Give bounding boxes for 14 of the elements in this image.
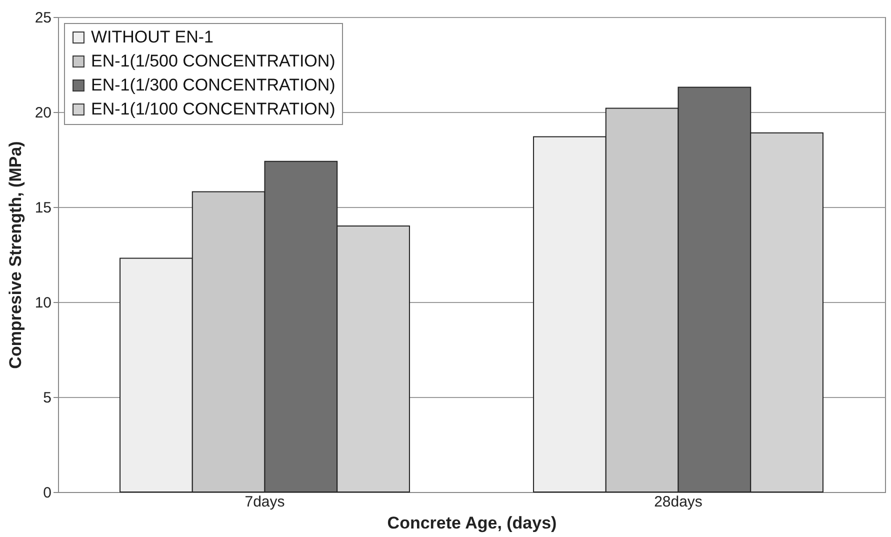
y-tick-label: 0 [43, 484, 52, 502]
x-tick-label: 7days [244, 494, 285, 510]
y-tick-label: 10 [34, 294, 52, 312]
y-axis-title: Compresive Strength, (MPa) [6, 141, 25, 369]
y-tick-label: 25 [34, 10, 52, 26]
y-tick-label: 20 [34, 104, 52, 122]
x-tick-label: 28days [654, 494, 702, 510]
y-tick-label: 5 [43, 390, 52, 406]
y-tick-label: 15 [34, 200, 52, 216]
legend-label: EN-1(1/100 CONCENTRATION) [91, 100, 336, 118]
legend-label: WITHOUT EN-1 [91, 28, 214, 46]
legend-label: EN-1(1/300 CONCENTRATION) [91, 76, 336, 94]
x-axis-title: Concrete Age, (days) [387, 514, 557, 532]
legend-label: EN-1(1/500 CONCENTRATION) [91, 52, 336, 70]
